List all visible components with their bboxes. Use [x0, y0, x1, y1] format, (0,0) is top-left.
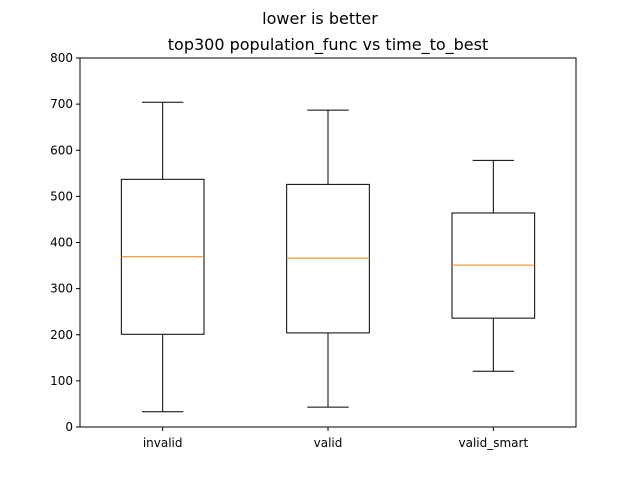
x-axis: invalid valid valid_smart — [143, 427, 528, 450]
box-valid-smart — [451, 159, 536, 372]
axes-frame — [79, 57, 577, 428]
y-tick-label: 300 — [50, 282, 73, 296]
x-tick-label: valid_smart — [458, 436, 528, 450]
box-invalid — [120, 101, 205, 413]
box-series — [120, 101, 536, 413]
y-tick-label: 700 — [50, 97, 73, 111]
x-tick-label: invalid — [143, 436, 183, 450]
y-tick-label: 800 — [50, 51, 73, 65]
y-axis: 0 100 200 300 400 500 600 700 800 — [50, 51, 80, 434]
x-tick-label: valid — [314, 436, 343, 450]
y-tick-label: 200 — [50, 328, 73, 342]
y-tick-label: 0 — [65, 420, 73, 434]
chart-title: top300 population_func vs time_to_best — [168, 35, 489, 55]
y-tick-label: 400 — [50, 236, 73, 250]
y-tick-label: 500 — [50, 189, 73, 203]
y-tick-label: 100 — [50, 374, 73, 388]
y-tick-label: 600 — [50, 143, 73, 157]
box-valid — [286, 109, 370, 408]
chart-suptitle: lower is better — [262, 9, 378, 28]
